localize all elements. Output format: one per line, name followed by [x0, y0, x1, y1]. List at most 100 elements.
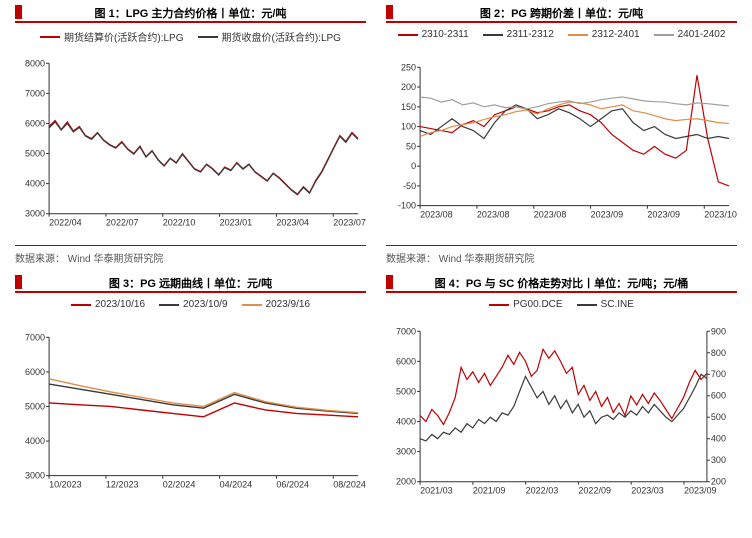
chart-svg: 3000 4000 5000 6000 7000 8000 2022/04 2022/07 20…	[15, 46, 366, 245]
chart-title-bar: 图 3：PG 远期曲线丨单位：元/吨	[15, 275, 366, 293]
legend-swatch	[489, 304, 509, 306]
chart-title: 图 1：LPG 主力合约价格丨单位：元/吨	[95, 5, 287, 21]
svg-text:2021/03: 2021/03	[420, 486, 453, 496]
svg-text:06/2024: 06/2024	[276, 480, 309, 490]
legend-label: PG00.DCE	[513, 299, 562, 310]
svg-text:2022/03: 2022/03	[526, 486, 559, 496]
svg-text:600: 600	[711, 391, 726, 401]
svg-text:-50: -50	[403, 181, 416, 191]
svg-text:700: 700	[711, 369, 726, 379]
legend-swatch	[159, 304, 179, 306]
title-accent	[386, 275, 393, 289]
source-right: 数据来源： Wind 华泰期货研究院	[386, 245, 737, 275]
title-accent	[15, 275, 22, 289]
svg-text:2023/07: 2023/07	[333, 218, 366, 228]
legend-item: 2023/10/9	[159, 299, 228, 310]
legend: 2023/10/16 2023/10/9 2023/9/16	[15, 295, 366, 312]
legend-swatch	[568, 34, 588, 36]
svg-text:2022/09: 2022/09	[578, 486, 611, 496]
svg-text:50: 50	[406, 141, 416, 151]
series-line	[420, 105, 729, 139]
svg-text:2023/09: 2023/09	[591, 210, 624, 220]
svg-text:2021/09: 2021/09	[473, 486, 506, 496]
legend-swatch	[198, 36, 218, 38]
chart4-panel: 图 4：PG 与 SC 价格走势对比丨单位：元/吨；元/桶 PG00.DCE SC.…	[386, 275, 737, 515]
legend-item: 2312-2401	[568, 29, 640, 40]
chart-svg: 2000300040005000600070002003004005006007…	[386, 312, 737, 515]
chart-area: -100-500501001502002502023/082023/082023…	[386, 42, 737, 245]
svg-text:02/2024: 02/2024	[163, 480, 196, 490]
svg-text:04/2024: 04/2024	[220, 480, 253, 490]
legend-swatch	[40, 36, 60, 38]
svg-text:0: 0	[411, 161, 416, 171]
svg-text:900: 900	[711, 326, 726, 336]
legend-swatch	[483, 34, 503, 36]
legend-item: SC.INE	[577, 299, 634, 310]
legend-label: SC.INE	[601, 299, 634, 310]
legend-swatch	[654, 34, 674, 36]
svg-text:2023/08: 2023/08	[534, 210, 567, 220]
chart-title-bar: 图 2：PG 跨期价差丨单位：元/吨	[386, 5, 737, 23]
svg-text:10/2023: 10/2023	[49, 480, 82, 490]
svg-text:2023/08: 2023/08	[420, 210, 453, 220]
title-accent	[15, 5, 22, 19]
svg-text:6000: 6000	[25, 367, 45, 377]
chart-svg: 3000 4000 5000 6000 7000 10/2023 12/2023 02/202…	[15, 312, 366, 515]
svg-text:4000: 4000	[396, 417, 416, 427]
legend-label: 2023/10/16	[95, 299, 145, 310]
svg-text:12/2023: 12/2023	[106, 480, 139, 490]
legend-swatch	[577, 304, 597, 306]
legend: 2310-2311 2311-2312 2312-2401 2401-2402	[386, 25, 737, 42]
series-line	[420, 97, 729, 109]
svg-text:4000: 4000	[25, 436, 45, 446]
legend-item: 期货收盘价(活跃合约):LPG	[198, 29, 341, 44]
chart-area: 3000 4000 5000 6000 7000 10/2023 12/2023 02/202…	[15, 312, 366, 515]
legend-item: 期货结算价(活跃合约):LPG	[40, 29, 183, 44]
svg-text:6000: 6000	[25, 118, 45, 128]
legend-label: 期货收盘价(活跃合约):LPG	[222, 29, 341, 44]
svg-text:8000: 8000	[25, 58, 45, 68]
svg-text:250: 250	[401, 62, 416, 72]
svg-text:5000: 5000	[25, 401, 45, 411]
svg-text:5000: 5000	[396, 386, 416, 396]
svg-text:3000: 3000	[25, 209, 45, 219]
svg-text:300: 300	[711, 455, 726, 465]
chart-title: 图 3：PG 远期曲线丨单位：元/吨	[109, 275, 272, 291]
legend-swatch	[398, 34, 418, 36]
chart-title-bar: 图 4：PG 与 SC 价格走势对比丨单位：元/吨；元/桶	[386, 275, 737, 293]
svg-text:2022/07: 2022/07	[106, 218, 139, 228]
legend-label: 2023/9/16	[266, 299, 311, 310]
svg-text:6000: 6000	[396, 356, 416, 366]
svg-text:2022/04: 2022/04	[49, 218, 82, 228]
chart-title-bar: 图 1：LPG 主力合约价格丨单位：元/吨	[15, 5, 366, 23]
series-line	[49, 122, 358, 195]
legend-label: 2310-2311	[422, 29, 469, 40]
chart-title: 图 2：PG 跨期价差丨单位：元/吨	[480, 5, 643, 21]
svg-text:4000: 4000	[25, 179, 45, 189]
svg-text:100: 100	[401, 122, 416, 132]
svg-text:5000: 5000	[25, 149, 45, 159]
source-left: 数据来源： Wind 华泰期货研究院	[15, 245, 366, 275]
svg-text:2023/10: 2023/10	[704, 210, 737, 220]
legend-item: 2311-2312	[483, 29, 554, 40]
svg-text:7000: 7000	[25, 332, 45, 342]
svg-text:400: 400	[711, 434, 726, 444]
legend-label: 2312-2401	[592, 29, 640, 40]
svg-text:200: 200	[401, 82, 416, 92]
legend-swatch	[71, 304, 91, 306]
svg-text:3000: 3000	[25, 471, 45, 481]
legend-label: 2311-2312	[507, 29, 554, 40]
svg-text:2023/09: 2023/09	[647, 210, 680, 220]
legend-item: 2023/9/16	[242, 299, 311, 310]
chart3-panel: 图 3：PG 远期曲线丨单位：元/吨2023/10/162023/10/9202…	[15, 275, 366, 515]
svg-text:800: 800	[711, 348, 726, 358]
svg-text:500: 500	[711, 412, 726, 422]
legend-item: 2401-2402	[654, 29, 726, 40]
svg-text:2022/10: 2022/10	[163, 218, 196, 228]
svg-text:7000: 7000	[25, 88, 45, 98]
svg-text:150: 150	[401, 102, 416, 112]
svg-text:2023/08: 2023/08	[477, 210, 510, 220]
svg-text:7000: 7000	[396, 326, 416, 336]
chart-area: 3000 4000 5000 6000 7000 8000 2022/04 2022/07 20…	[15, 46, 366, 245]
legend-label: 2023/10/9	[183, 299, 228, 310]
